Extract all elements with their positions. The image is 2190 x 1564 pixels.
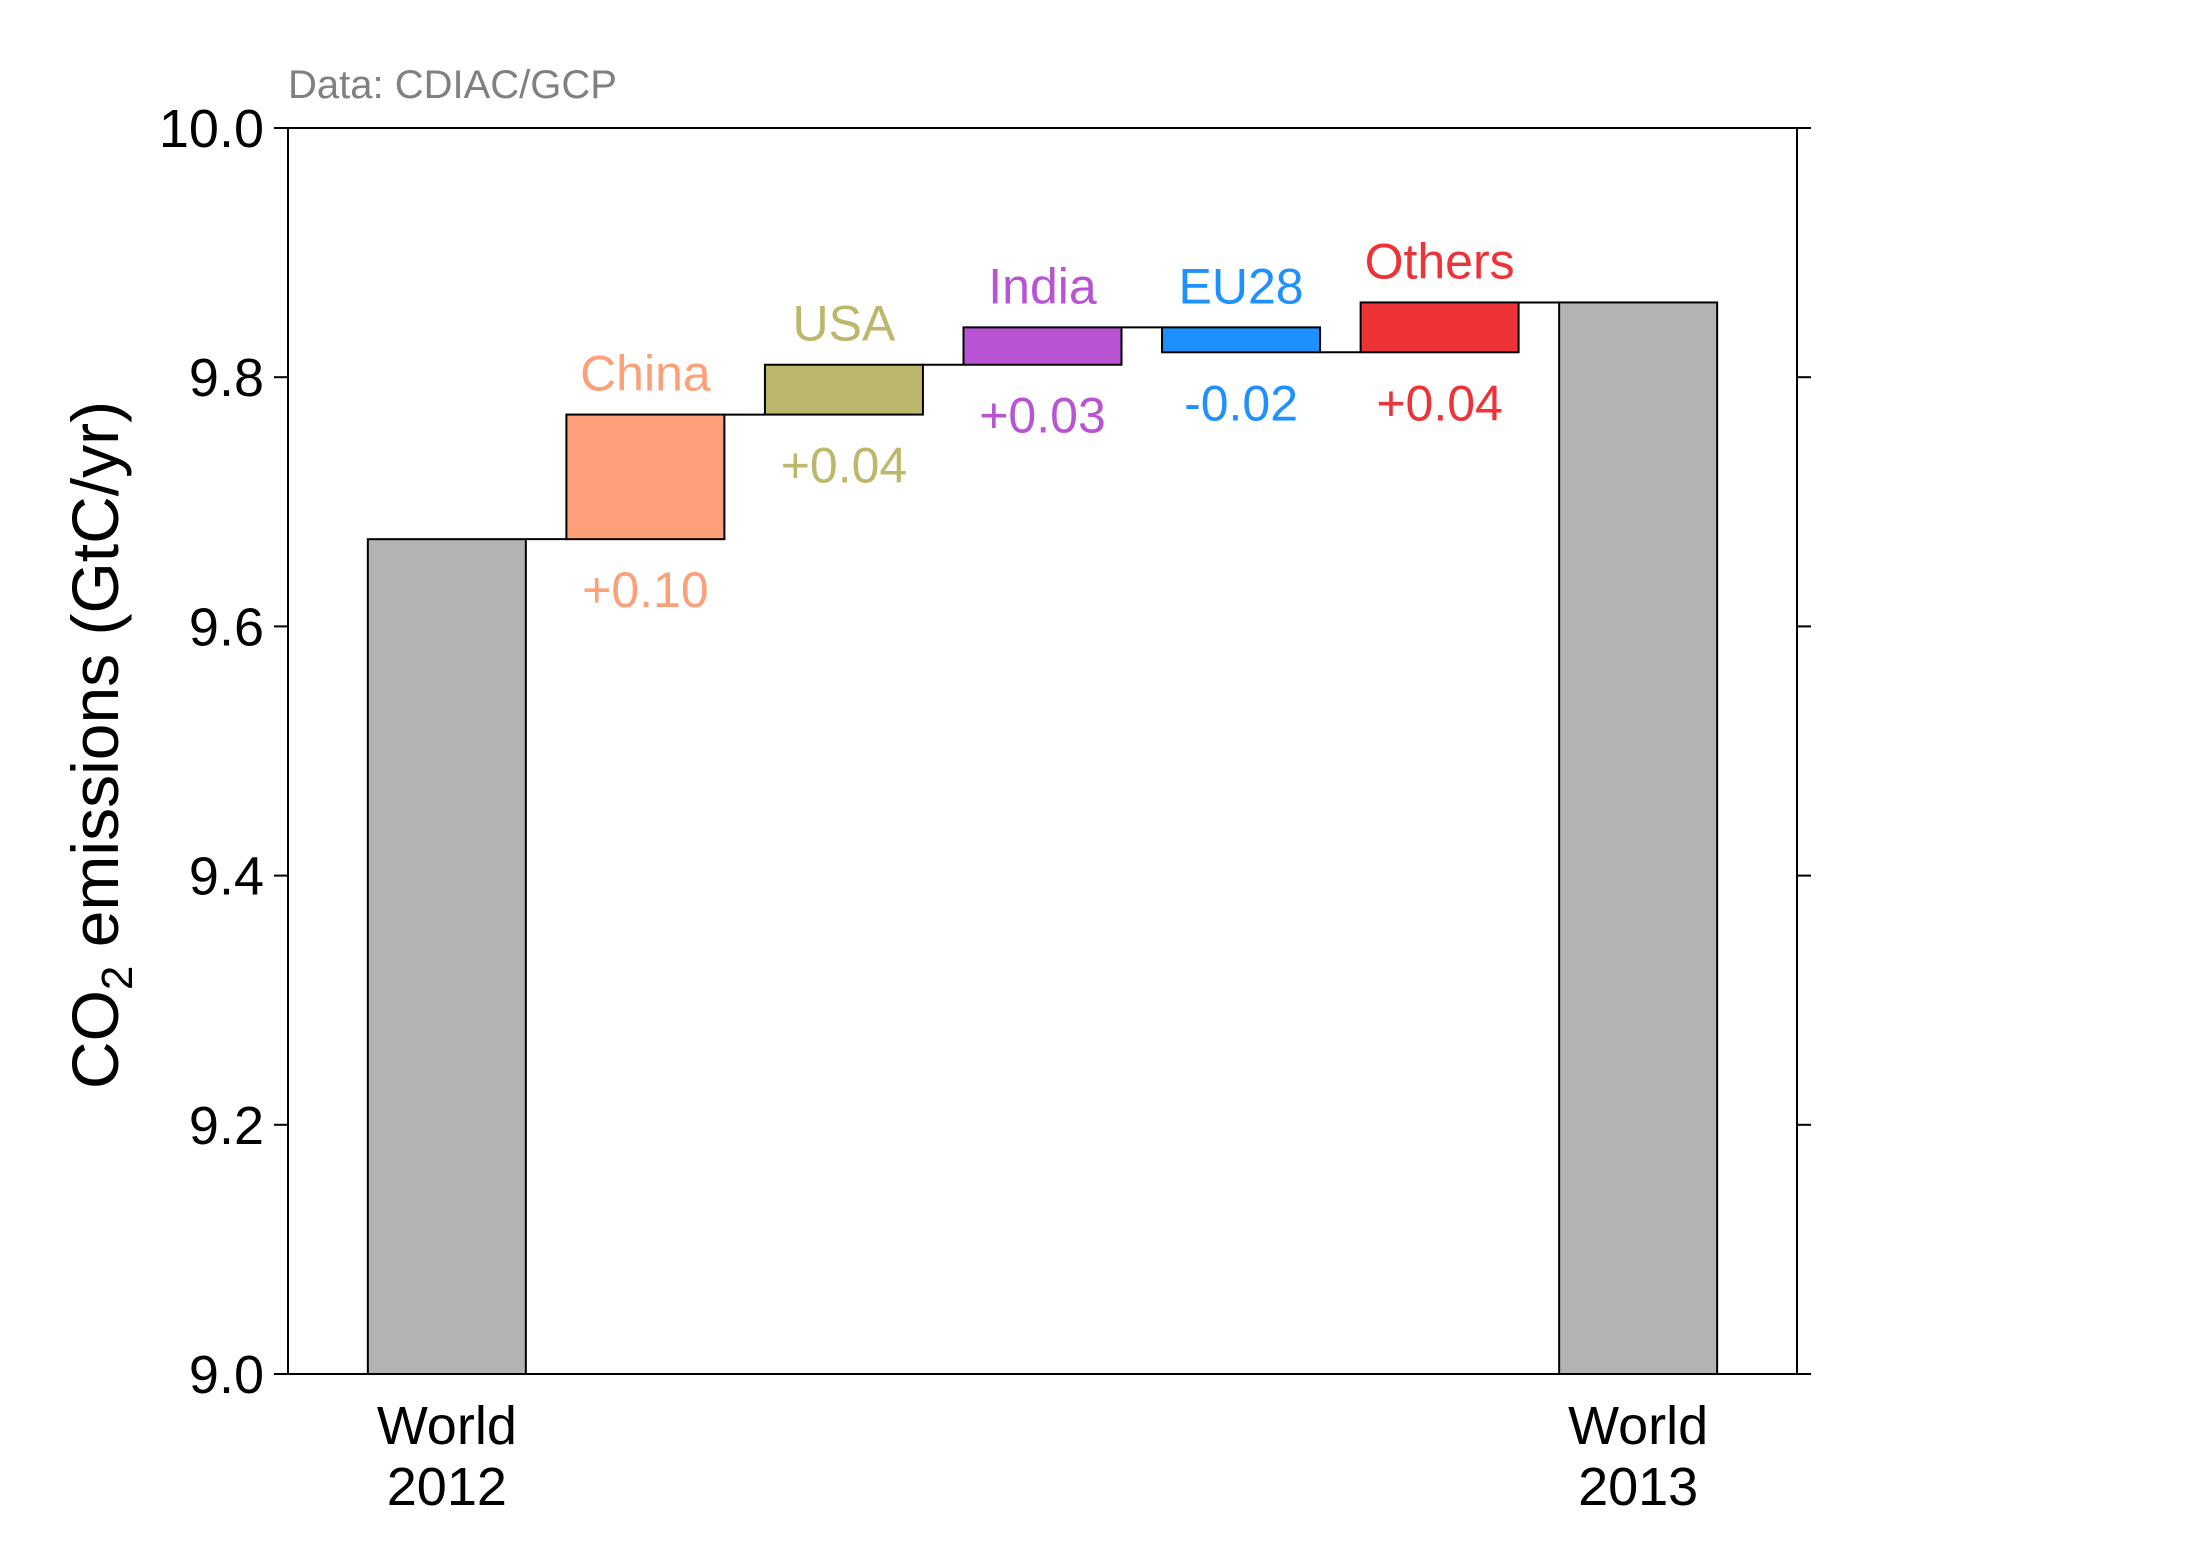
total-bar-2013 bbox=[1558, 301, 1719, 1376]
y-tick-label: 10.0 bbox=[159, 99, 264, 159]
step-bar-eu28 bbox=[1161, 326, 1322, 354]
y-tick-label: 9.6 bbox=[189, 597, 264, 657]
y-tick-label: 9.8 bbox=[189, 348, 264, 408]
step-value-label-india: +0.03 bbox=[979, 388, 1106, 444]
plot-frame bbox=[287, 127, 1798, 1375]
step-value-label-china: +0.10 bbox=[582, 562, 709, 618]
step-bar-india bbox=[962, 326, 1123, 366]
step-name-label-china: China bbox=[580, 346, 711, 402]
step-value-label-others: +0.04 bbox=[1376, 375, 1503, 431]
y-axis-label-subscript: 2 bbox=[93, 966, 142, 990]
y-axis-label-main: CO bbox=[58, 990, 132, 1089]
x-tick-label-line2: 2012 bbox=[387, 1457, 507, 1517]
step-value-label-eu28: -0.02 bbox=[1184, 375, 1298, 431]
y-tick-label: 9.2 bbox=[189, 1096, 264, 1156]
step-bar-usa bbox=[763, 363, 924, 416]
plot-area: 9.09.29.49.69.810.0World2012World2013Chi… bbox=[159, 99, 1811, 1517]
y-tick-label: 9.0 bbox=[189, 1345, 264, 1405]
source-note: Data: CDIAC/GCP bbox=[288, 63, 617, 107]
y-tick-label: 9.4 bbox=[189, 847, 264, 907]
y-axis-label: CO2 emissions (GtC/yr) bbox=[58, 401, 142, 1089]
step-name-label-eu28: EU28 bbox=[1179, 258, 1304, 314]
step-name-label-usa: USA bbox=[793, 296, 896, 352]
step-value-label-usa: +0.04 bbox=[781, 438, 908, 494]
x-tick-label-line2: 2013 bbox=[1578, 1457, 1698, 1517]
step-name-label-india: India bbox=[988, 258, 1097, 314]
step-name-label-others: Others bbox=[1365, 233, 1515, 289]
x-tick-label-line1: World bbox=[1568, 1396, 1708, 1456]
step-bar-others bbox=[1359, 301, 1520, 354]
step-bar-china bbox=[565, 413, 726, 541]
total-bar-2012 bbox=[366, 538, 527, 1375]
x-tick-label-line1: World bbox=[377, 1396, 517, 1456]
y-axis-label-rest: emissions (GtC/yr) bbox=[58, 401, 132, 966]
